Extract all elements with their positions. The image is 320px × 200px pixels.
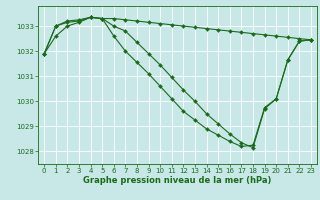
X-axis label: Graphe pression niveau de la mer (hPa): Graphe pression niveau de la mer (hPa) [84, 176, 272, 185]
